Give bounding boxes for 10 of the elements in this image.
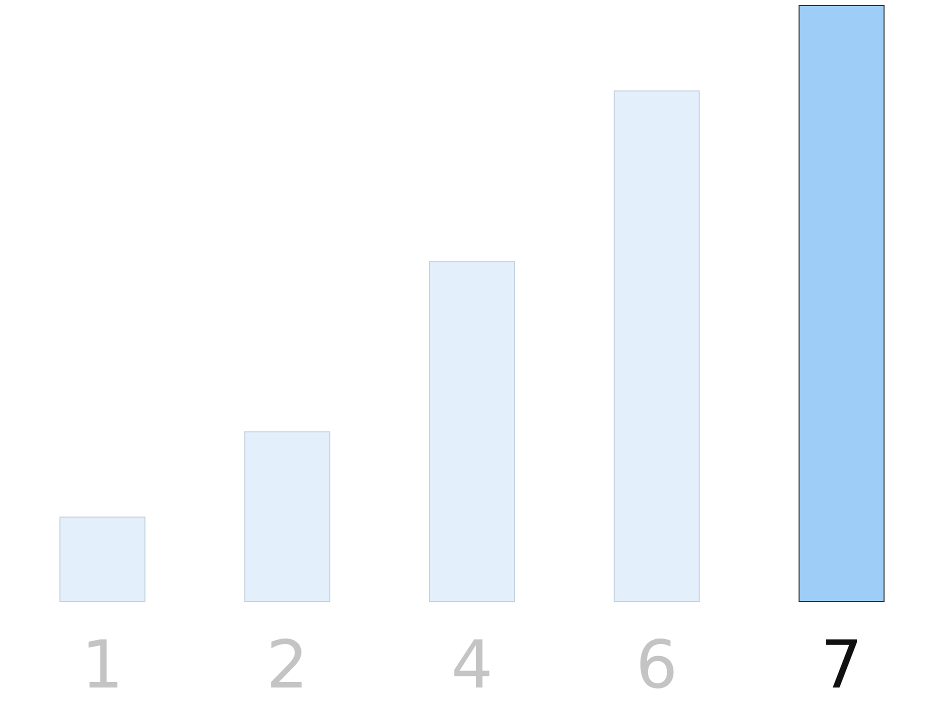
x-tick-label: 7 (820, 626, 863, 704)
bar (59, 516, 146, 602)
x-tick-label: 1 (81, 626, 124, 704)
x-tick-label: 4 (451, 626, 493, 704)
x-tick-label: 2 (266, 626, 308, 704)
bar (614, 90, 700, 602)
bar (429, 261, 515, 602)
x-tick-label: 6 (636, 626, 678, 704)
bar (244, 431, 330, 602)
bar (798, 5, 885, 602)
